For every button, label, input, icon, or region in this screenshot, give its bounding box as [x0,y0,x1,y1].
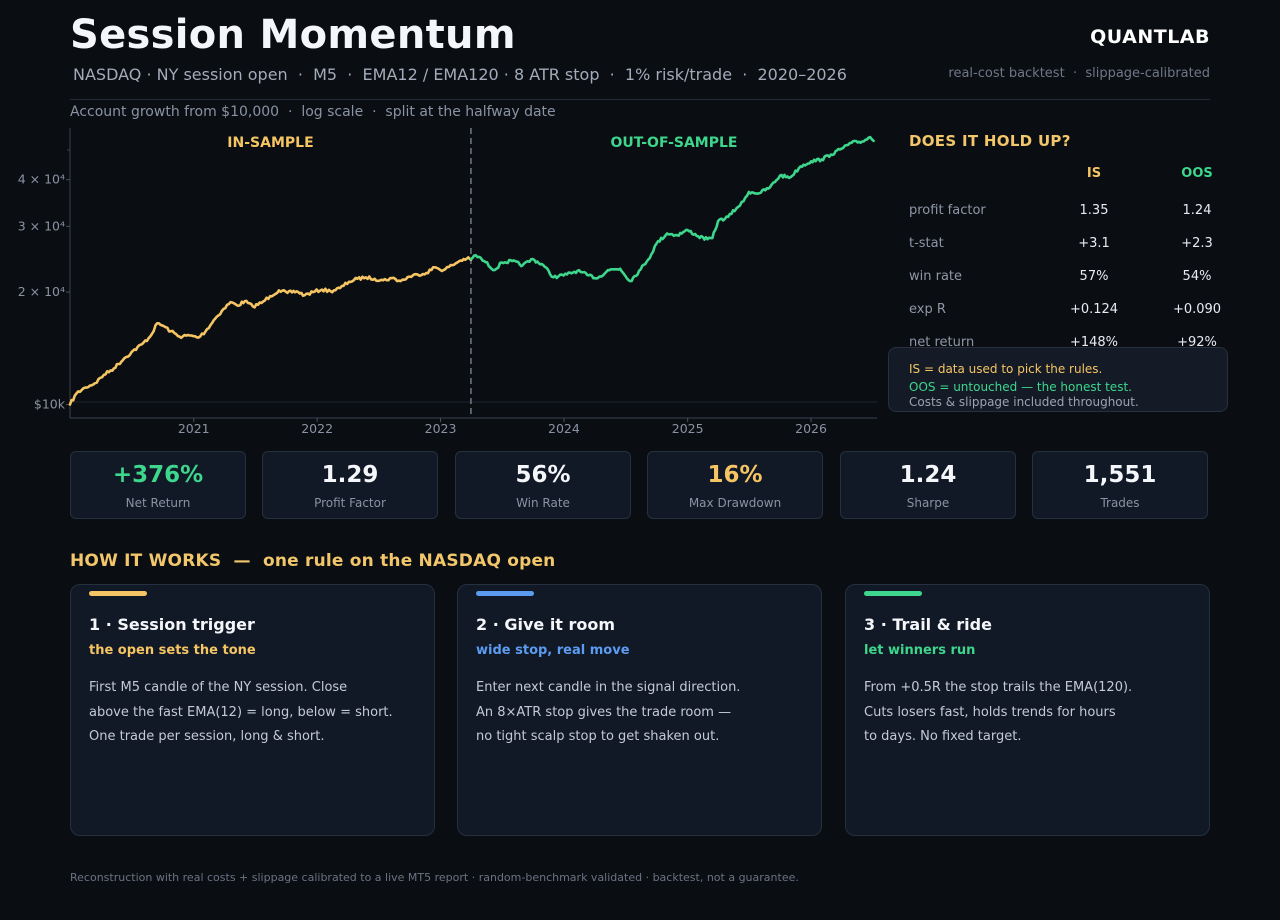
kpi-label: Sharpe [906,496,950,510]
kpi-sharpe: 1.24 Sharpe [840,451,1016,519]
card-line: Enter next candle in the signal directio… [476,680,741,695]
card-accent-bar [476,591,534,596]
stat-label: net return [909,335,975,350]
card-title: 3 · Trail & ride [864,615,992,634]
card-body: First M5 candle of the NY session. Close… [89,676,393,750]
stat-row: exp R +0.124 +0.090 [909,302,1229,322]
legend-is-note: IS = data used to pick the rules. [909,362,1103,376]
card-body: From +0.5R the stop trails the EMA(120).… [864,676,1132,750]
stat-is-value: 57% [1079,269,1109,284]
card-line: above the fast EMA(12) = long, below = s… [89,704,393,720]
stat-label: exp R [909,302,946,317]
kpi-label: Net Return [125,496,191,510]
stat-label: t-stat [909,236,944,251]
stat-is-value: +0.124 [1069,302,1119,317]
rule-card-give-it-room: 2 · Give it room wide stop, real move En… [457,584,822,836]
stat-label: win rate [909,269,963,284]
card-line: no tight scalp stop to get shaken out. [476,729,720,745]
hold-up-title: DOES IT HOLD UP? [909,132,1071,150]
card-body: Enter next candle in the signal directio… [476,676,740,750]
kpi-value: 56% [515,462,571,488]
kpi-value: 16% [707,462,763,488]
stat-row: net return +148% +92% [909,335,1229,355]
card-line: Cuts losers fast, holds trends for hours [864,704,1116,720]
in-sample-label: IN-SAMPLE [227,135,313,151]
rule-card-trail-and-ride: 3 · Trail & ride let winners run From +0… [845,584,1210,836]
x-tick-label: 2025 [672,421,704,436]
card-line: From +0.5R the stop trails the EMA(120). [864,680,1133,695]
x-tick-label: 2023 [425,421,457,436]
kpi-value: 1.29 [321,462,379,488]
x-tick-label: 2022 [301,421,333,436]
backtest-tagline: real-cost backtest · slippage-calibrated [948,66,1210,81]
x-tick-label: 2024 [548,421,580,436]
footnote: Reconstruction with real costs + slippag… [70,871,799,884]
kpi-label: Win Rate [516,496,570,510]
card-line: One trade per session, long & short. [89,729,325,745]
x-tick-label: 2026 [795,421,827,436]
kpi-label: Profit Factor [314,496,386,510]
header-divider [70,99,1210,100]
card-line: First M5 candle of the NY session. Close [89,680,348,695]
card-subtitle: wide stop, real move [476,643,630,658]
how-it-works-title: HOW IT WORKS — one rule on the NASDAQ op… [70,551,556,571]
chart-caption: Account growth from $10,000 · log scale … [70,104,556,120]
rule-card-session-trigger: 1 · Session trigger the open sets the to… [70,584,435,836]
strategy-subtitle: NASDAQ · NY session open · M5 · EMA12 / … [73,65,847,84]
kpi-value: +376% [112,462,204,488]
kpi-value: 1,551 [1083,462,1157,488]
stat-label: profit factor [909,203,986,218]
kpi-label: Max Drawdown [688,496,782,510]
stat-oos-value: 1.24 [1182,203,1212,218]
stat-row: t-stat +3.1 +2.3 [909,236,1229,256]
card-title: 2 · Give it room [476,615,616,634]
legend-oos-note: OOS = untouched — the honest test. [909,380,1132,394]
stat-row: profit factor 1.35 1.24 [909,203,1229,223]
card-line: An 8×ATR stop gives the trade room — [476,704,732,720]
stat-oos-value: +92% [1177,335,1217,350]
stat-is-value: 1.35 [1079,203,1109,218]
is-oos-legend: IS = data used to pick the rules. OOS = … [888,347,1228,412]
card-title: 1 · Session trigger [89,615,255,634]
kpi-profit-factor: 1.29 Profit Factor [262,451,438,519]
card-accent-bar [89,591,147,596]
y-tick-label: 4 × 10⁴ [18,172,65,187]
equity-chart: $10k 2 × 10⁴ 3 × 10⁴ 4 × 10⁴ 2021 2022 2023 202… [18,128,877,436]
col-header-is: IS [1086,166,1102,181]
card-subtitle: let winners run [864,643,976,658]
card-line: to days. No fixed target. [864,729,1022,745]
kpi-value: 1.24 [899,462,957,488]
y-tick-label: 2 × 10⁴ [18,284,65,299]
y-tick-label: 3 × 10⁴ [18,218,65,233]
kpi-win-rate: 56% Win Rate [455,451,631,519]
in-sample-equity-line [68,256,473,406]
card-subtitle: the open sets the tone [89,643,256,658]
stat-oos-value: +0.090 [1172,302,1222,317]
x-tick-label: 2021 [178,421,210,436]
kpi-label: Trades [1100,496,1140,510]
y-tick-label: $10k [34,396,66,411]
stat-is-value: +148% [1069,335,1119,350]
out-of-sample-equity-line [469,135,875,283]
page-title: Session Momentum [70,12,516,58]
card-accent-bar [864,591,922,596]
kpi-trades: 1,551 Trades [1032,451,1208,519]
out-of-sample-label: OUT-OF-SAMPLE [610,135,737,151]
stat-oos-value: 54% [1182,269,1212,284]
brand-logo: QUANTLAB [1090,26,1210,48]
legend-costs-note: Costs & slippage included throughout. [909,395,1139,409]
stat-row: win rate 57% 54% [909,269,1229,289]
kpi-net-return: +376% Net Return [70,451,246,519]
stat-oos-value: +2.3 [1181,236,1213,251]
kpi-max-drawdown: 16% Max Drawdown [647,451,823,519]
col-header-oos: OOS [1181,166,1213,181]
stat-is-value: +3.1 [1078,236,1110,251]
